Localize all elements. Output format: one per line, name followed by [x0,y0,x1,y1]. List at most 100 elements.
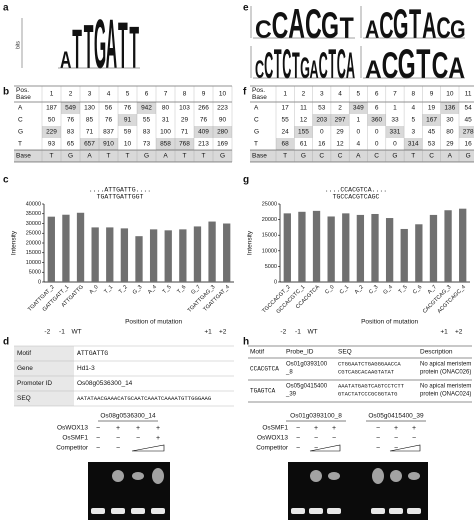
y-tick-label: 35000 [26,211,41,217]
base-cell: C [429,153,434,160]
count-cell: 11 [300,105,307,112]
count-cell: 12 [300,117,308,124]
shift-band [372,468,384,484]
cell-highlight [80,138,99,150]
count-cell: 55 [143,117,151,124]
logo-letter: C [319,44,328,86]
x-tick-label: A_2 [354,284,365,295]
shift-band [310,470,322,482]
free-probe-band [131,508,145,514]
position-label: +2 [219,329,227,336]
bar [91,227,99,282]
sign: − [376,425,380,432]
sequence-annotation: TGATTGATTGGT [97,194,144,201]
header-label: Base [16,94,31,101]
cell-highlight [99,138,118,150]
count-cell: 55 [282,117,290,124]
count-cell: 837 [103,129,114,136]
count-cell: 136 [444,105,455,112]
logo-letter: A [288,1,305,48]
label-cell [14,391,74,406]
count-cell: 360 [371,117,382,124]
y-tick-label: 15000 [262,233,277,239]
sign: − [116,435,120,442]
logo-letter: G [321,4,339,46]
count-cell: 80 [446,129,454,136]
logo-letter: A [365,16,379,44]
gel-title: Os01g0393100_8 [290,413,342,420]
sign: + [156,425,160,432]
sign: + [394,425,398,432]
base-cell: C [338,153,343,160]
row-label: T [254,141,258,148]
row-label: Promoter ID [17,380,52,387]
x-tick-label: A_7 [427,284,438,295]
y-tick-label: 10000 [26,260,41,266]
count-cell: 31 [162,117,170,124]
logo-letter: T [118,10,128,83]
count-cell: 910 [103,141,114,148]
count-cell: 0 [393,141,397,148]
count-cell: 5 [411,117,415,124]
count-cell: 130 [84,105,95,112]
row-label: Competitor [56,445,89,452]
y-tick-label: 5000 [265,264,277,270]
bar [371,213,379,282]
x-tick-label: T_5 [398,284,409,295]
sequence-annotation: ....CCACGTCA.... [325,187,387,194]
row-label: G [18,129,23,136]
x-tick-label: C_3 [368,284,379,295]
column-header: 11 [465,91,472,98]
y-axis-label: Intensity [247,230,254,255]
free-probe-band [291,508,305,514]
sign: − [394,445,398,452]
bar [208,221,216,282]
count-cell: 91 [124,117,132,124]
logo-letter: T [72,18,82,81]
logo-letter: G [300,52,310,84]
free-probe-band [111,508,125,514]
header-label: Pos. [16,87,29,94]
count-cell: 0 [375,129,379,136]
base-row-bg [14,150,232,162]
count-cell: 768 [179,141,190,148]
count-cell: 30 [446,117,454,124]
sign: − [116,445,120,452]
bar [283,213,291,282]
count-cell: 85 [86,117,94,124]
sequence-annotation: TGCCACGTCAGC [333,194,380,201]
base-cell: T [411,153,415,160]
logo-letter: G [398,41,416,88]
position-label: -1 [295,329,301,336]
panel-letter: e [243,3,249,14]
bar [179,229,187,282]
x-axis-label: Position of mutation [361,319,418,326]
cell-highlight [118,114,137,126]
base-cell: C [319,153,324,160]
row-label: A [18,105,23,112]
row-label: OsSMF1 [262,425,288,432]
x-tick-label: A_0 [88,284,99,295]
count-cell: 1 [393,105,397,112]
header-label: Pos. [252,87,265,94]
count-cell: 229 [46,129,57,136]
x-tick-label: C_6 [412,284,423,295]
sign: − [96,445,100,452]
count-cell: 76 [67,117,75,124]
logo-letter: C [255,16,272,44]
sign: − [376,445,380,452]
y-tick-label: 10000 [262,248,277,254]
logo-letter: T [292,44,300,86]
column-header: 6 [145,91,149,98]
count-cell: 12 [336,141,344,148]
bar [106,227,114,282]
count-cell: 858 [160,141,171,148]
count-cell: 0 [320,129,324,136]
column-header: 2 [69,91,73,98]
base-cell: G [68,153,73,160]
position-label: -2 [44,329,50,336]
panel-letter: b [3,87,9,98]
position-label: +1 [204,329,212,336]
count-cell: 33 [391,117,399,124]
